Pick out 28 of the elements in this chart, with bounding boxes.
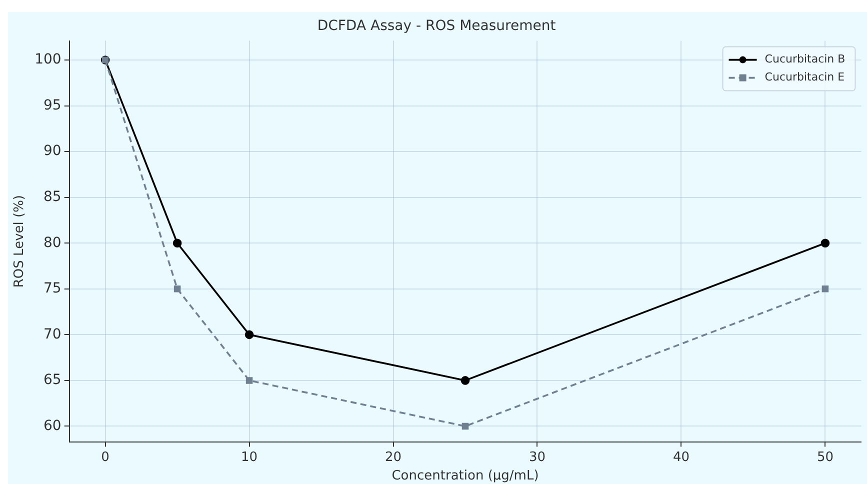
- legend-label: Cucurbitacin E: [764, 70, 845, 84]
- point: [244, 330, 254, 340]
- x-tick-label: 50: [816, 450, 834, 465]
- y-tick-label: 90: [43, 143, 62, 160]
- point: [246, 377, 253, 384]
- point: [460, 376, 470, 385]
- point: [172, 238, 182, 248]
- point: [822, 286, 829, 292]
- x-tick-label: 40: [672, 450, 690, 465]
- y-axis-title: ROS Level (%): [12, 195, 28, 288]
- y-tick-label: 80: [43, 234, 62, 251]
- point: [462, 422, 469, 430]
- chart-title: DCFDA Assay - ROS Measurement: [317, 18, 556, 34]
- y-tick-label: 65: [43, 372, 62, 388]
- x-axis-title: Concentration (µg/mL): [392, 468, 539, 484]
- y-tick-label: 100: [34, 52, 62, 68]
- x-tick-label: 20: [385, 450, 402, 465]
- legend-label: Cucurbitacin B: [764, 52, 846, 66]
- x-tick-label: 0: [101, 450, 110, 465]
- y-tick-label: 85: [43, 188, 62, 205]
- point: [174, 286, 181, 292]
- x-tick-label: 10: [241, 450, 258, 465]
- y-tick-label: 95: [43, 97, 62, 114]
- point: [820, 238, 830, 248]
- y-tick-label: 70: [43, 326, 62, 342]
- y-tick-label: 75: [43, 280, 62, 297]
- y-tick-label: 60: [43, 418, 62, 434]
- x-tick-label: 30: [528, 450, 546, 465]
